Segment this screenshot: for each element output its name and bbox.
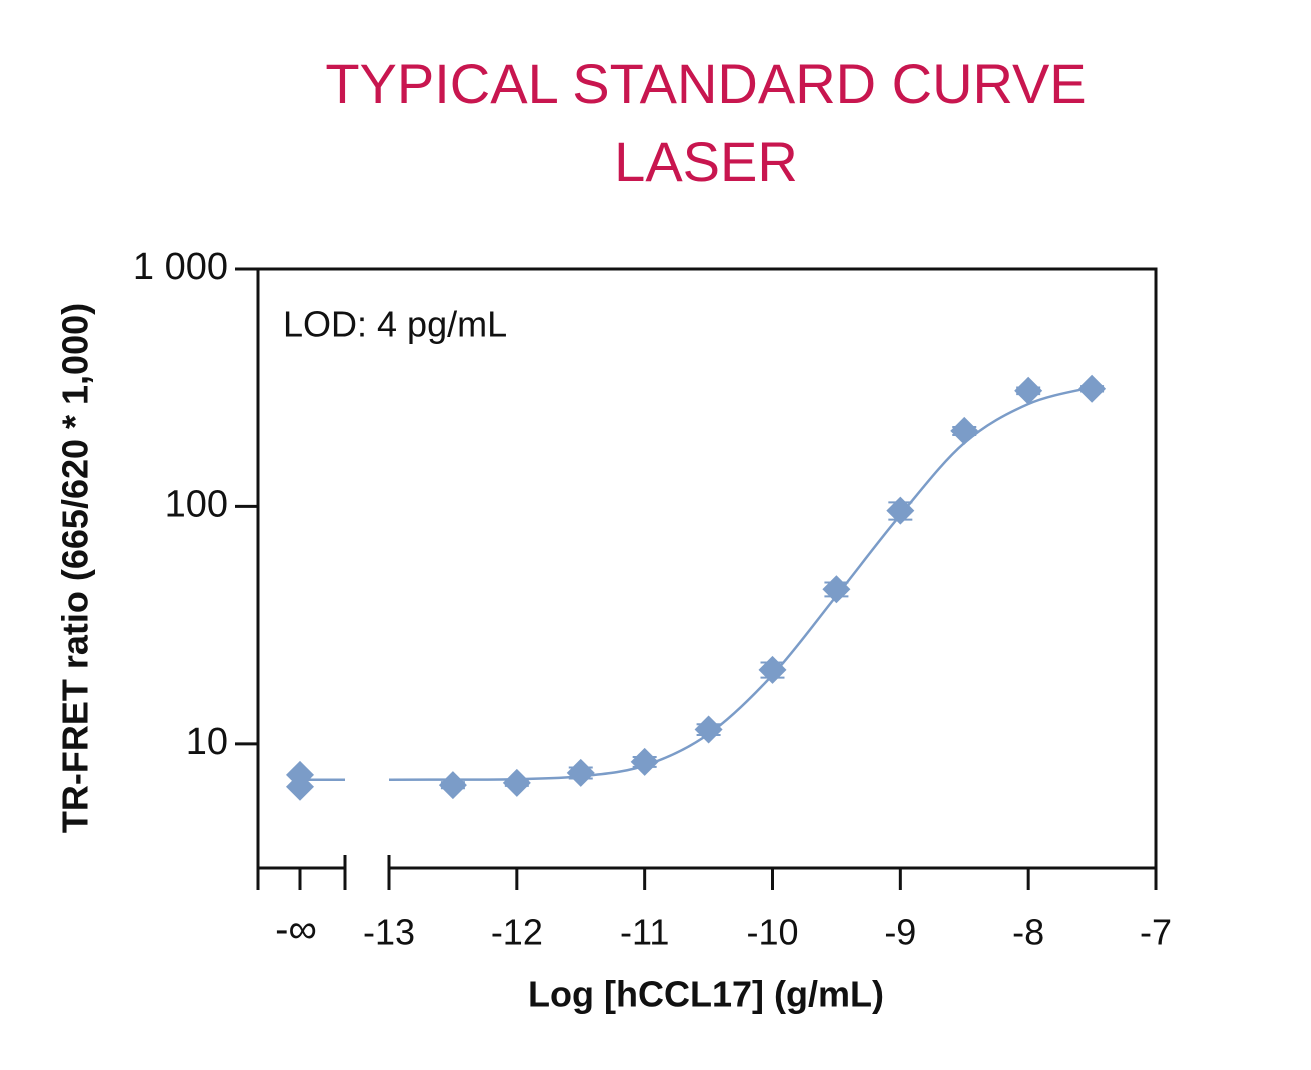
chart-title: TYPICAL STANDARD CURVE [325,52,1086,115]
x-tick-label: -12 [491,912,543,953]
data-point [886,496,915,525]
y-tick-label: 1 000 [133,246,228,288]
y-tick-label: 10 [186,721,228,763]
data-point [1014,376,1043,405]
data-point [758,655,787,684]
data-point [286,772,314,801]
annotation: LOD: 4 pg/mL [283,304,507,345]
data-point [1078,374,1107,403]
plot-frame [256,267,1158,868]
x-tick-label: -∞ [275,908,317,952]
x-tick-label: -8 [1012,912,1044,953]
y-axis-title: TR-FRET ratio (665/620 * 1,000) [55,303,96,833]
data-point [502,768,531,797]
x-axis-title: Log [hCCL17] (g/mL) [528,974,884,1015]
fit-curve [388,385,1093,782]
x-tick-label: -7 [1140,912,1172,953]
data-point [950,416,979,445]
y-tick-label: 100 [165,483,228,525]
chart-subtitle: LASER [614,130,798,193]
x-tick-label: -9 [884,912,916,953]
x-tick-label: -11 [620,912,669,953]
data-point [822,575,851,604]
data-point [694,715,723,744]
data-point [438,771,467,800]
data-point [630,747,659,776]
data-point [566,758,595,787]
x-tick-label: -13 [363,912,415,953]
x-tick-label: -10 [746,912,798,953]
